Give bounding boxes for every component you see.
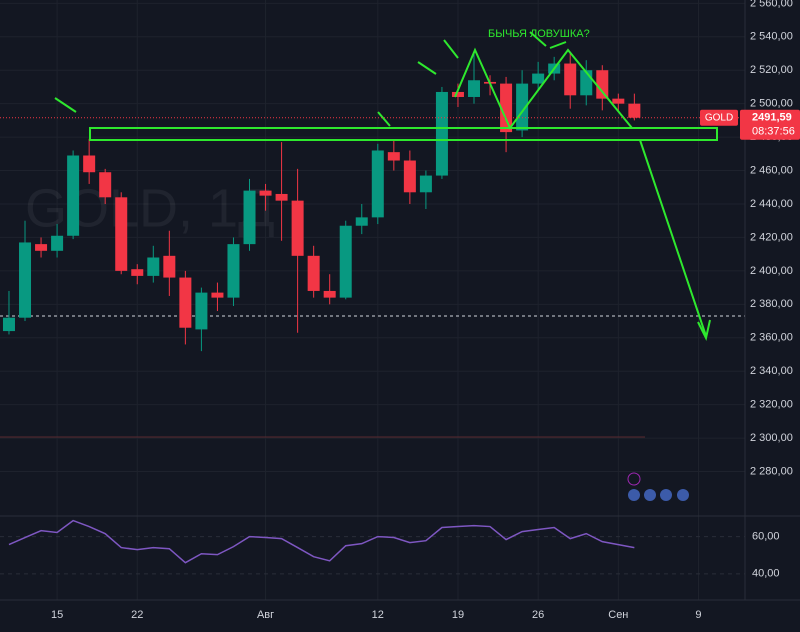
event-icon: [677, 489, 689, 501]
candle-body: [339, 225, 352, 298]
candle-body: [500, 83, 513, 133]
candle-body: [243, 190, 256, 245]
candle-body: [211, 292, 224, 298]
candle-body: [115, 197, 128, 271]
y-tick-label: 2 560,00: [750, 0, 793, 9]
y-tick-label: 2 340,00: [750, 365, 793, 377]
symbol-tag-label: GOLD: [705, 112, 733, 123]
y-tick-label: 2 420,00: [750, 231, 793, 243]
y-tick-label: 2 440,00: [750, 198, 793, 210]
y-tick-label: 2 320,00: [750, 399, 793, 411]
candle-body: [516, 83, 529, 131]
forecast-arrow: [639, 139, 707, 337]
y-tick-label: 2 380,00: [750, 298, 793, 310]
candle-body: [195, 292, 208, 330]
arrow: [529, 31, 547, 47]
y-tick-label: 2 400,00: [750, 265, 793, 277]
y-tick-label: 60,00: [752, 531, 780, 543]
symbol-tag: [700, 109, 738, 126]
candle-body: [35, 244, 48, 251]
x-tick-label: Сен: [608, 609, 628, 621]
x-tick-label: 15: [51, 609, 63, 621]
candle-body: [67, 155, 80, 236]
y-tick-label: 2 360,00: [750, 332, 793, 344]
candle-body: [179, 277, 192, 328]
y-tick-label: 2 300,00: [750, 432, 793, 444]
candle-body: [628, 103, 641, 118]
candle-body: [19, 242, 32, 318]
x-tick-label: Авг: [257, 609, 274, 621]
y-tick-label: 2 540,00: [750, 31, 793, 43]
event-icon: [644, 489, 656, 501]
candle-body: [83, 155, 96, 173]
candle-body: [371, 150, 384, 218]
x-tick-label: 9: [695, 609, 701, 621]
support-zone: [89, 127, 718, 141]
x-tick-label: 12: [372, 609, 384, 621]
y-tick-label: 40,00: [752, 568, 780, 580]
rsi-line: [8, 519, 635, 564]
event-icon: [627, 472, 641, 486]
candle-body: [451, 91, 464, 97]
y-tick-label: 2 520,00: [750, 64, 793, 76]
candle-body: [564, 63, 577, 96]
annotation: БЫЧЬЯ ЛОВУШКА?: [488, 28, 590, 40]
candle-body: [99, 172, 112, 198]
watermark: GOLD, 1Д: [25, 178, 275, 238]
candle-body: [596, 70, 609, 99]
candle-body: [580, 70, 593, 96]
pattern-line: [454, 47, 633, 130]
candle-body: [131, 269, 144, 276]
x-tick-label: 26: [532, 609, 544, 621]
candle-body: [2, 317, 15, 332]
candle-body: [51, 235, 64, 251]
candle-body: [259, 190, 272, 196]
x-tick-label: 19: [452, 609, 464, 621]
y-tick-label: 2 280,00: [750, 465, 793, 477]
candle-body: [307, 255, 320, 291]
arrow: [377, 111, 391, 127]
x-tick-label: 22: [131, 609, 143, 621]
candle-body: [227, 244, 240, 298]
arrow: [549, 41, 567, 49]
drawings: [54, 31, 718, 341]
y-tick-label: 2 460,00: [750, 164, 793, 176]
candle-body: [612, 98, 625, 104]
candle-body: [323, 290, 336, 298]
arrow: [417, 61, 437, 75]
candle-body: [291, 200, 304, 256]
price-tag: [740, 109, 800, 140]
candle-body: [275, 193, 288, 201]
candle-body: [147, 257, 160, 276]
y-tick-label: 2 500,00: [750, 98, 793, 110]
candles: [2, 51, 641, 352]
arrow: [54, 97, 77, 113]
candle-body: [532, 73, 545, 84]
candle-body: [419, 175, 432, 193]
event-icon: [660, 489, 672, 501]
candle-body: [387, 152, 400, 161]
arrow-head: [697, 319, 711, 341]
candle-body: [403, 160, 416, 193]
event-icons: [627, 472, 689, 501]
candle-body: [435, 91, 448, 176]
candle-body: [163, 255, 176, 278]
price-tag-timer: 08:37:56: [752, 126, 795, 138]
candle-body: [355, 217, 368, 226]
price-tag-label: 2491,59: [752, 112, 792, 124]
candle-body: [468, 80, 481, 97]
arrow: [443, 39, 459, 59]
event-icon: [628, 489, 640, 501]
